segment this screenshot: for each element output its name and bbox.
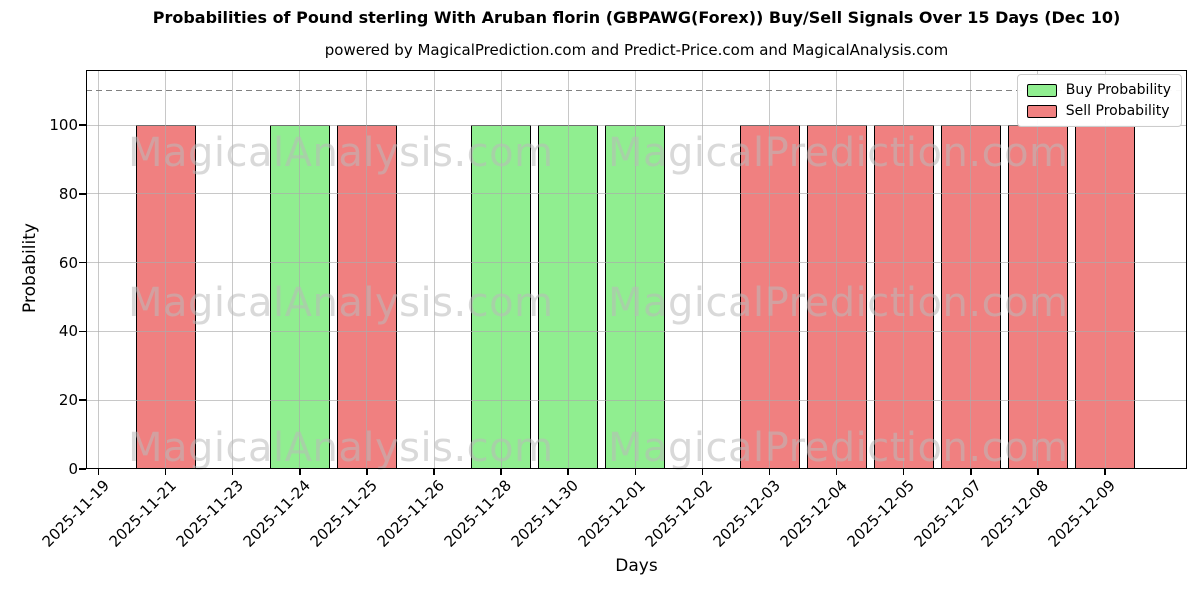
y-tick-40 — [79, 330, 86, 333]
y-tick-60 — [79, 261, 86, 264]
y-tick-label-100: 100 — [49, 116, 78, 135]
x-tick-label-2025-12-01: 2025-12-01 — [574, 476, 650, 551]
x-tick-2025-12-04 — [835, 469, 838, 475]
y-tick-label-80: 80 — [58, 184, 78, 203]
plot-area: Buy Probability Sell Probability — [79, 70, 1187, 475]
x-tick-label-2025-12-09: 2025-12-09 — [1044, 476, 1120, 551]
y-tick-label-60: 60 — [58, 253, 78, 272]
x-tick-2025-11-25 — [366, 469, 368, 475]
y-tick-20 — [79, 399, 86, 401]
x-tick-label-2025-12-07: 2025-12-07 — [910, 476, 985, 551]
x-gridline-2025-12-07 — [970, 70, 972, 469]
y-gridline-100 — [86, 124, 1187, 126]
x-gridline-2025-12-05 — [903, 70, 905, 469]
y-tick-80 — [79, 193, 86, 195]
x-tick-label-2025-11-30: 2025-11-30 — [507, 476, 583, 551]
x-tick-2025-11-26 — [433, 469, 435, 475]
legend: Buy Probability Sell Probability — [1016, 74, 1182, 127]
x-gridline-2025-11-28 — [500, 70, 502, 469]
x-gridline-2025-11-25 — [366, 70, 368, 469]
y-tick-label-20: 20 — [58, 391, 78, 410]
x-tick-label-2025-11-28: 2025-11-28 — [440, 476, 516, 551]
y-tick-0 — [79, 468, 86, 470]
sell-swatch-icon — [1026, 104, 1057, 118]
x-tick-label-2025-12-02: 2025-12-02 — [642, 476, 717, 551]
x-gridline-2025-11-24 — [299, 70, 301, 469]
x-tick-label-2025-11-24: 2025-11-24 — [239, 476, 314, 551]
chart-subtitle: powered by MagicalPrediction.com and Pre… — [324, 41, 949, 59]
x-tick-2025-12-09 — [1104, 469, 1106, 475]
x-gridline-2025-12-04 — [836, 70, 838, 469]
x-gridline-2025-12-03 — [769, 70, 770, 469]
x-tick-2025-12-02 — [701, 469, 704, 475]
x-tick-label-2025-11-23: 2025-11-23 — [172, 476, 247, 551]
threshold-dashed-line — [86, 89, 1187, 92]
chart-title: Probabilities of Pound sterling With Aru… — [152, 8, 1121, 27]
x-axis-label: Days — [615, 556, 658, 576]
x-tick-label-2025-12-04: 2025-12-04 — [776, 476, 851, 551]
x-tick-2025-12-08 — [1037, 469, 1039, 475]
legend-item-sell: Sell Probability — [1026, 103, 1171, 119]
x-gridline-2025-11-23 — [232, 70, 234, 469]
x-tick-2025-11-28 — [500, 469, 502, 475]
y-gridline-40 — [86, 330, 1187, 332]
y-gridline-80 — [86, 193, 1187, 195]
y-tick-label-40: 40 — [58, 322, 78, 341]
y-tick-label-0: 0 — [68, 460, 78, 478]
legend-label-buy: Buy Probability — [1065, 82, 1171, 98]
x-tick-2025-12-05 — [902, 469, 905, 475]
x-gridline-2025-12-08 — [1037, 70, 1039, 469]
x-tick-label-2025-12-05: 2025-12-05 — [843, 476, 918, 551]
x-gridline-2025-11-21 — [165, 70, 167, 469]
x-tick-2025-11-30 — [567, 469, 569, 475]
x-tick-2025-11-19 — [97, 469, 100, 475]
legend-item-buy: Buy Probability — [1026, 82, 1171, 98]
x-gridline-2025-12-01 — [634, 70, 636, 469]
x-tick-2025-12-01 — [634, 469, 637, 475]
x-tick-label-2025-11-26: 2025-11-26 — [373, 476, 449, 551]
x-tick-label-2025-11-25: 2025-11-25 — [306, 476, 381, 551]
x-tick-2025-11-21 — [164, 469, 167, 475]
x-tick-label-2025-11-21: 2025-11-21 — [105, 476, 180, 551]
x-tick-label-2025-12-03: 2025-12-03 — [709, 476, 784, 551]
y-tick-100 — [79, 124, 86, 126]
x-tick-2025-12-07 — [970, 469, 972, 475]
x-tick-2025-12-03 — [768, 469, 771, 475]
x-tick-2025-11-23 — [231, 469, 234, 475]
buy-swatch-icon — [1026, 83, 1057, 97]
y-gridline-60 — [86, 262, 1187, 264]
x-tick-label-2025-11-19: 2025-11-19 — [38, 476, 113, 551]
x-gridline-2025-11-26 — [433, 70, 435, 469]
x-gridline-2025-12-02 — [701, 70, 703, 469]
x-gridline-2025-12-09 — [1104, 70, 1106, 469]
y-gridline-20 — [86, 399, 1187, 401]
legend-label-sell: Sell Probability — [1065, 103, 1170, 119]
x-tick-label-2025-12-08: 2025-12-08 — [977, 476, 1052, 551]
x-tick-2025-11-24 — [299, 469, 301, 475]
x-gridline-2025-11-19 — [98, 70, 99, 469]
x-gridline-2025-11-30 — [567, 70, 569, 469]
